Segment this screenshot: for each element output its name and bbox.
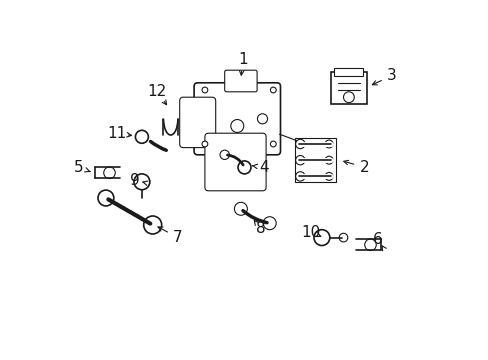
FancyArrowPatch shape [279,134,303,143]
Circle shape [202,87,207,93]
FancyBboxPatch shape [204,133,265,191]
Text: 3: 3 [386,68,396,83]
Circle shape [230,120,244,132]
Circle shape [202,141,207,147]
Text: 2: 2 [360,160,369,175]
Text: 6: 6 [372,232,382,247]
Circle shape [295,156,305,165]
Circle shape [295,172,305,181]
Text: 8: 8 [255,221,265,236]
Circle shape [238,161,250,174]
FancyBboxPatch shape [179,97,215,148]
Circle shape [339,233,347,242]
Text: 10: 10 [301,225,320,240]
Circle shape [134,174,149,190]
FancyBboxPatch shape [194,83,280,155]
Text: 9: 9 [129,172,139,188]
Circle shape [313,230,329,246]
Bar [334,68,363,76]
Text: 7: 7 [173,230,183,245]
Circle shape [343,92,354,103]
FancyBboxPatch shape [224,70,257,92]
Text: 4: 4 [259,160,268,175]
Circle shape [263,217,276,230]
Circle shape [325,172,332,180]
Circle shape [325,156,332,164]
Circle shape [257,114,267,124]
Circle shape [143,216,162,234]
Circle shape [103,167,115,179]
Circle shape [98,190,114,206]
Text: 1: 1 [237,52,247,67]
Bar [330,72,366,104]
Circle shape [364,239,375,251]
Circle shape [270,87,276,93]
Text: 12: 12 [147,84,167,99]
Bar [294,138,336,182]
Circle shape [295,139,305,149]
Circle shape [234,202,247,215]
Circle shape [325,140,332,148]
Circle shape [220,150,229,159]
Text: 11: 11 [107,126,126,141]
Text: 5: 5 [74,160,83,175]
Circle shape [135,130,148,143]
Circle shape [270,141,276,147]
